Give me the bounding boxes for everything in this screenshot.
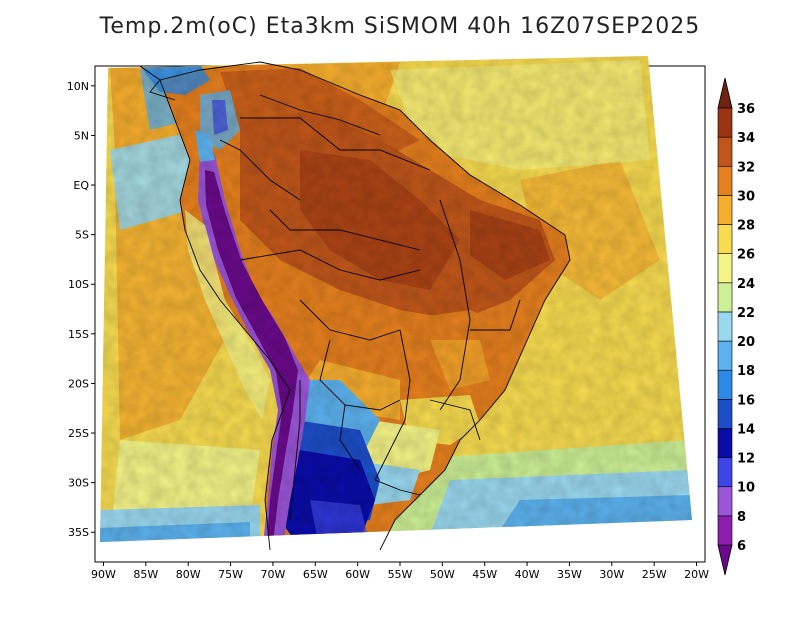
lat-tick-label: 5N — [74, 129, 89, 142]
lon-tick-label: 20W — [684, 568, 709, 581]
lat-tick: 30S — [68, 477, 95, 490]
lon-tick: 50W — [430, 562, 455, 581]
lat-tick-label: 20S — [68, 377, 89, 390]
colorbar-swatch — [717, 165, 733, 196]
lon-tick: 20W — [684, 562, 709, 581]
colorbar-label: 34 — [737, 131, 755, 146]
colorbar-swatch — [717, 340, 733, 371]
lat-tick-label: 5S — [75, 229, 89, 242]
lat-tick-label: EQ — [73, 179, 89, 192]
colorbar-swatch — [717, 253, 733, 284]
lon-tick: 75W — [218, 562, 243, 581]
lat-tick-label: 30S — [68, 477, 89, 490]
lat-tick-label: 35S — [68, 526, 89, 539]
colorbar-swatch — [717, 107, 733, 138]
colorbar-label: 18 — [737, 364, 755, 379]
colorbar-label: 36 — [737, 102, 755, 117]
lon-tick-label: 35W — [557, 568, 582, 581]
lat-tick-label: 10S — [68, 278, 89, 291]
lon-tick: 55W — [388, 562, 413, 581]
colorbar-swatch — [717, 515, 733, 546]
colorbar-swatch — [717, 399, 733, 429]
lat-tick: 10S — [68, 278, 95, 291]
lon-tick-label: 25W — [642, 568, 667, 581]
lat-tick-label: 15S — [68, 328, 89, 341]
lon-tick: 60W — [345, 562, 370, 581]
lat-tick: EQ — [73, 179, 95, 192]
lon-tick: 45W — [472, 562, 497, 581]
lat-tick: 35S — [68, 526, 95, 539]
lon-tick-label: 70W — [260, 568, 285, 581]
colorbar-swatch — [717, 311, 733, 342]
colorbar-swatch — [717, 224, 733, 254]
lon-tick: 65W — [303, 562, 328, 581]
lon-tick-label: 65W — [303, 568, 328, 581]
colorbar-label: 28 — [737, 219, 755, 234]
colorbar-label: 16 — [737, 393, 755, 408]
lon-tick-label: 50W — [430, 568, 455, 581]
lon-tick: 85W — [133, 562, 158, 581]
colorbar-label: 14 — [737, 422, 755, 437]
lon-tick-label: 45W — [472, 568, 497, 581]
lat-tick: 5N — [74, 129, 95, 142]
colorbar-swatch — [717, 136, 733, 167]
lon-tick: 35W — [557, 562, 582, 581]
lon-tick: 80W — [176, 562, 201, 581]
lon-tick-label: 60W — [345, 568, 370, 581]
colorbar-label: 24 — [737, 277, 755, 292]
lon-tick-label: 90W — [91, 568, 116, 581]
colorbar-label: 10 — [737, 481, 755, 496]
coastlines-borders — [139, 61, 571, 551]
colorbar-swatch — [717, 486, 733, 517]
colorbar-bottom-arrow — [717, 544, 733, 576]
colorbar: 6 8 10 12 14 16 18 20 22 24 26 28 30 32 34 36 — [717, 77, 755, 576]
lon-tick: 70W — [260, 562, 285, 581]
lon-tick-label: 55W — [388, 568, 413, 581]
lon-tick: 30W — [599, 562, 624, 581]
temperature-field — [100, 56, 692, 542]
lat-tick: 15S — [68, 328, 95, 341]
lon-tick: 40W — [515, 562, 540, 581]
lat-tick: 20S — [68, 377, 95, 390]
lon-tick: 25W — [642, 562, 667, 581]
longitude-axis: 90W 85W 80W 75W 70W 65W 60W 55W 50W 45W 40W 35W 30W 2… — [91, 562, 709, 581]
lon-tick: 90W — [91, 562, 116, 581]
lon-tick-label: 85W — [133, 568, 158, 581]
lon-tick-label: 30W — [599, 568, 624, 581]
colorbar-swatch — [717, 195, 733, 225]
colorbar-swatch — [717, 428, 733, 458]
colorbar-label: 20 — [737, 335, 755, 350]
colorbar-top-arrow — [717, 77, 733, 109]
colorbar-label: 8 — [737, 510, 746, 525]
colorbar-label: 30 — [737, 189, 755, 204]
map-title: Temp.2m(oC) Eta3km SiSMOM 40h 16Z07SEP20… — [99, 14, 701, 39]
lon-tick-label: 40W — [515, 568, 540, 581]
lat-tick: 10N — [67, 80, 95, 93]
colorbar-label: 12 — [737, 452, 755, 467]
colorbar-swatch — [717, 369, 733, 400]
colorbar-swatch — [717, 457, 733, 488]
colorbar-label: 32 — [737, 160, 755, 175]
lon-tick-label: 80W — [176, 568, 201, 581]
lat-tick-label: 10N — [67, 80, 89, 93]
colorbar-label: 6 — [737, 539, 746, 554]
lon-tick-label: 75W — [218, 568, 243, 581]
lat-tick: 5S — [75, 229, 95, 242]
latitude-axis: 10N 5N EQ 5S 10S 15S 20S 25S 30S 35S — [67, 80, 95, 539]
colorbar-swatch — [717, 282, 733, 313]
colorbar-label: 26 — [737, 248, 755, 263]
colorbar-label: 22 — [737, 306, 755, 321]
lat-tick-label: 25S — [68, 427, 89, 440]
lat-tick: 25S — [68, 427, 95, 440]
